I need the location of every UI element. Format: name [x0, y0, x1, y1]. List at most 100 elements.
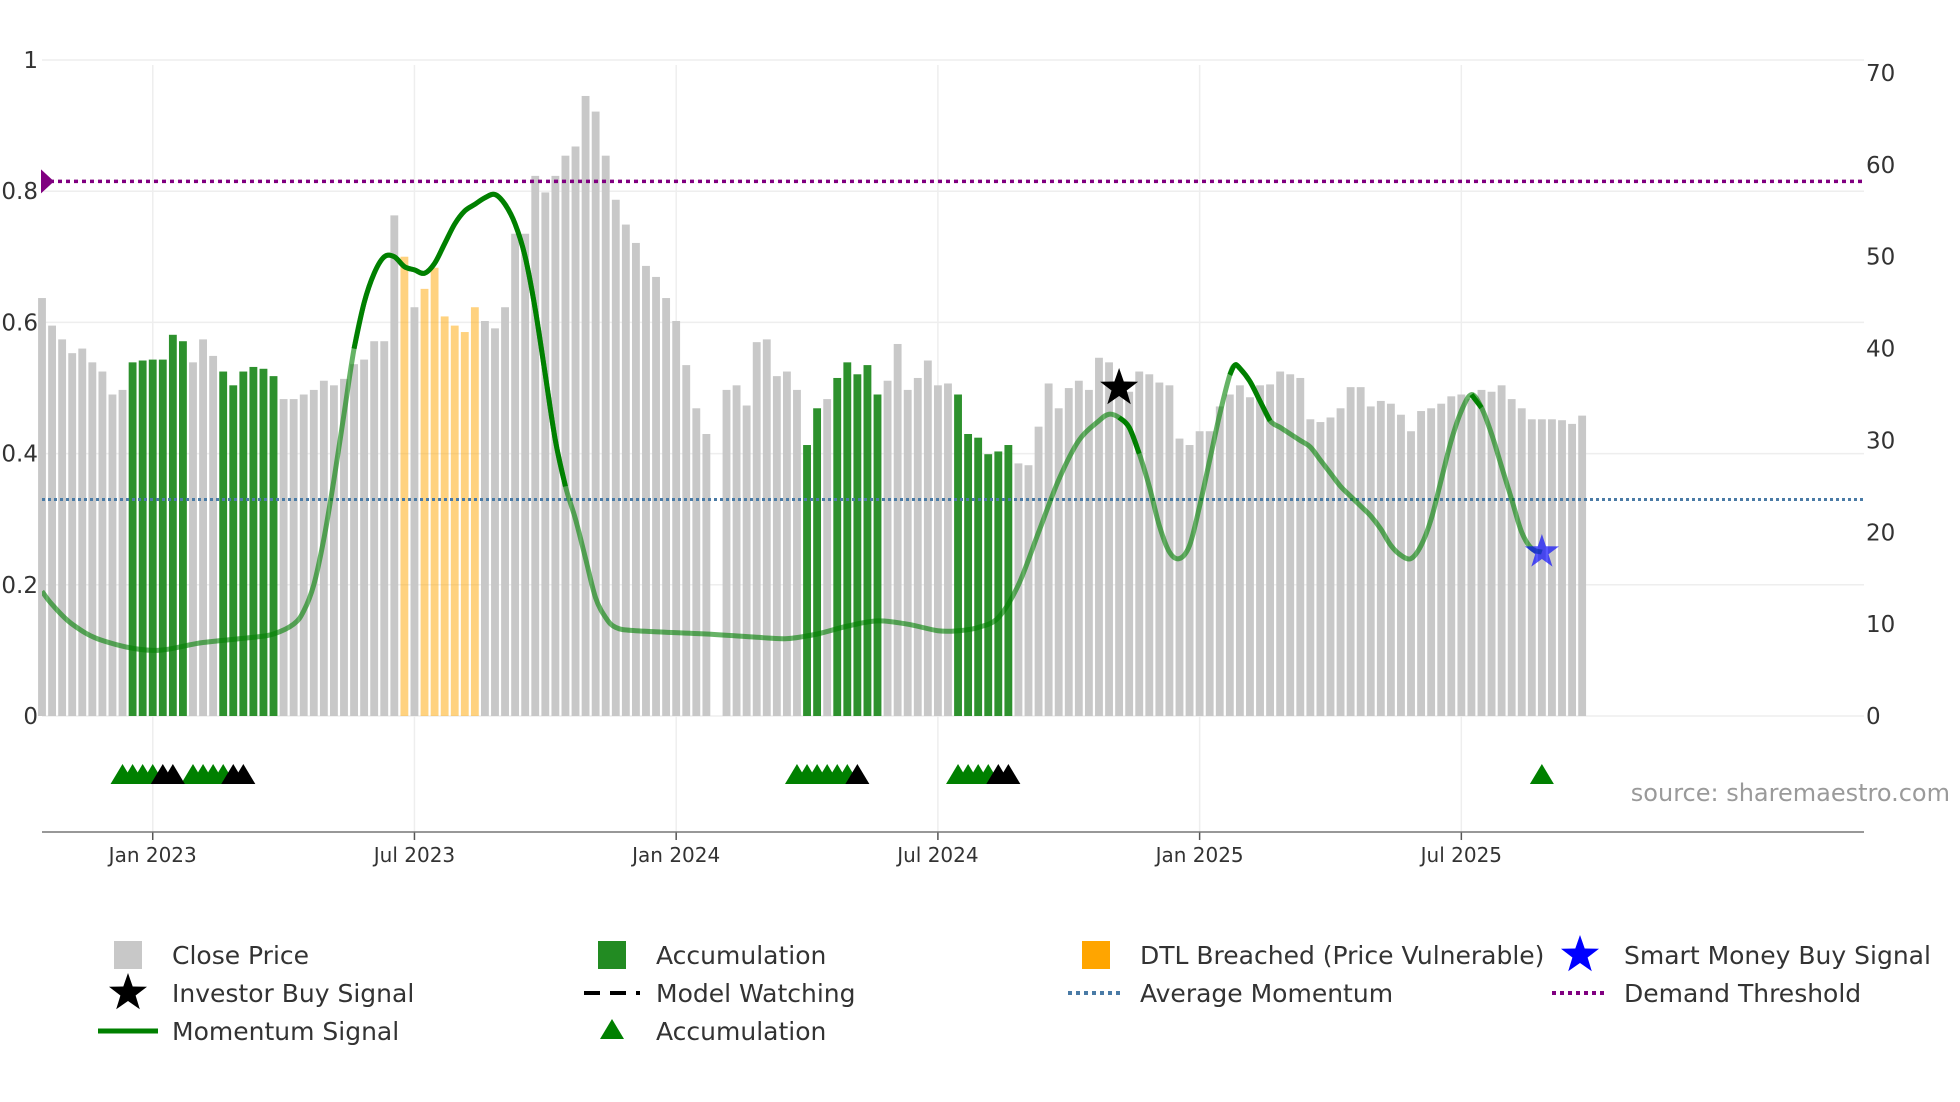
close-price-bar	[913, 377, 922, 716]
legend-close-price-swatch	[114, 941, 142, 969]
momentum-signal-strong	[1469, 393, 1484, 410]
legend-label: Accumulation	[656, 1017, 826, 1046]
legend-label: Smart Money Buy Signal	[1624, 941, 1931, 970]
y-right-tick-label: 0	[1866, 704, 1881, 730]
close-price-bar	[58, 339, 67, 716]
model-watching-marker	[845, 764, 870, 784]
close-price-bar	[1326, 417, 1335, 716]
close-price-bar	[1225, 394, 1234, 716]
close-price-bar	[108, 394, 117, 716]
accumulation-bar	[853, 374, 862, 716]
close-price-bar	[581, 95, 590, 716]
legend-label: Model Watching	[656, 979, 856, 1008]
close-price-bar	[561, 155, 570, 716]
legend-item: Model Watching	[584, 979, 856, 1008]
legend-smart-money-star-icon	[1561, 935, 1599, 972]
accumulation-bar	[1004, 445, 1013, 716]
close-price-bar	[501, 307, 509, 716]
accumulation-bar	[168, 334, 177, 716]
close-price-bar	[1447, 396, 1456, 716]
momentum-signal-strong	[1117, 415, 1142, 455]
close-price-bar	[692, 408, 701, 716]
model-watching-marker	[160, 764, 185, 784]
close-price-bar	[1205, 431, 1214, 716]
price-bars	[38, 95, 1587, 717]
accumulation-bar	[964, 433, 973, 716]
close-price-bar	[541, 192, 550, 716]
legend-accumulation-swatch	[598, 941, 626, 969]
legend-item: Close Price	[114, 941, 309, 970]
close-price-bar	[903, 389, 912, 716]
close-price-bar	[1084, 389, 1093, 716]
close-price-bar	[299, 394, 308, 716]
accumulation-bar	[803, 445, 811, 716]
close-price-bar	[923, 360, 932, 716]
close-price-bar	[88, 362, 97, 716]
y-left-tick-label: 1	[23, 48, 38, 74]
close-price-bar	[742, 405, 751, 716]
close-price-bar	[944, 383, 952, 716]
legend-item: Accumulation	[598, 941, 826, 970]
close-price-bar	[1346, 387, 1355, 716]
close-price-bar	[571, 146, 580, 716]
close-price-bar	[189, 362, 197, 716]
close-price-bar	[48, 325, 56, 716]
close-price-bar	[1397, 414, 1405, 716]
legend-item: Average Momentum	[1068, 979, 1393, 1008]
close-price-bar	[329, 385, 338, 716]
close-price-bar	[1175, 438, 1184, 716]
x-tick-label: Jan 2024	[630, 843, 720, 867]
close-price-bar	[1044, 383, 1053, 716]
close-price-bar	[1477, 389, 1486, 716]
close-price-bar	[1467, 399, 1476, 716]
close-price-bar	[631, 242, 640, 716]
close-price-bar	[1095, 357, 1103, 716]
close-price-bar	[642, 265, 650, 716]
x-tick-label: Jul 2024	[895, 843, 978, 867]
close-price-bar	[370, 341, 379, 716]
close-price-bar	[78, 348, 87, 716]
close-price-bar	[1578, 415, 1587, 716]
close-price-bar	[1256, 385, 1264, 716]
accumulation-bar	[994, 451, 1003, 716]
close-price-bar	[1286, 374, 1295, 716]
close-price-bar	[1215, 406, 1224, 716]
accumulation-bar	[863, 365, 872, 716]
accumulation-bar	[179, 341, 187, 716]
accumulation-bar	[158, 359, 167, 716]
close-price-bar	[1064, 388, 1073, 716]
close-price-bar	[1356, 387, 1365, 716]
close-price-bar	[1497, 385, 1506, 716]
close-price-bar	[1336, 408, 1345, 716]
y-right-tick-label: 50	[1866, 245, 1895, 271]
close-price-bar	[1517, 408, 1526, 716]
dtl-breached-bar	[460, 332, 469, 716]
accumulation-bar	[249, 366, 258, 716]
y-right-tick-label: 70	[1866, 61, 1895, 87]
legend-item: Investor Buy Signal	[109, 973, 414, 1010]
dtl-breached-bar	[430, 267, 439, 716]
close-price-bar	[1548, 419, 1556, 716]
close-price-bar	[1125, 391, 1134, 716]
dtl-breached-bar	[400, 256, 409, 716]
close-price-bar	[1034, 426, 1043, 716]
close-price-bar	[1276, 371, 1285, 716]
close-price-bar	[511, 233, 520, 716]
x-tick-label: Jul 2025	[1419, 843, 1502, 867]
close-price-bar	[1115, 394, 1124, 716]
close-price-bar	[702, 433, 711, 716]
close-price-bar	[662, 298, 671, 716]
model-watching-marker	[996, 764, 1021, 784]
close-price-bar	[1195, 431, 1204, 716]
close-price-bar	[209, 355, 218, 716]
close-price-bar	[521, 233, 530, 716]
close-price-bar	[340, 378, 348, 716]
accumulation-bar	[219, 371, 228, 716]
source-label: source: sharemaestro.com	[1631, 779, 1950, 807]
y-right-tick-label: 30	[1866, 428, 1895, 454]
close-price-bar	[199, 339, 207, 716]
signal-lines	[42, 179, 1864, 653]
close-price-bar	[1306, 419, 1315, 716]
